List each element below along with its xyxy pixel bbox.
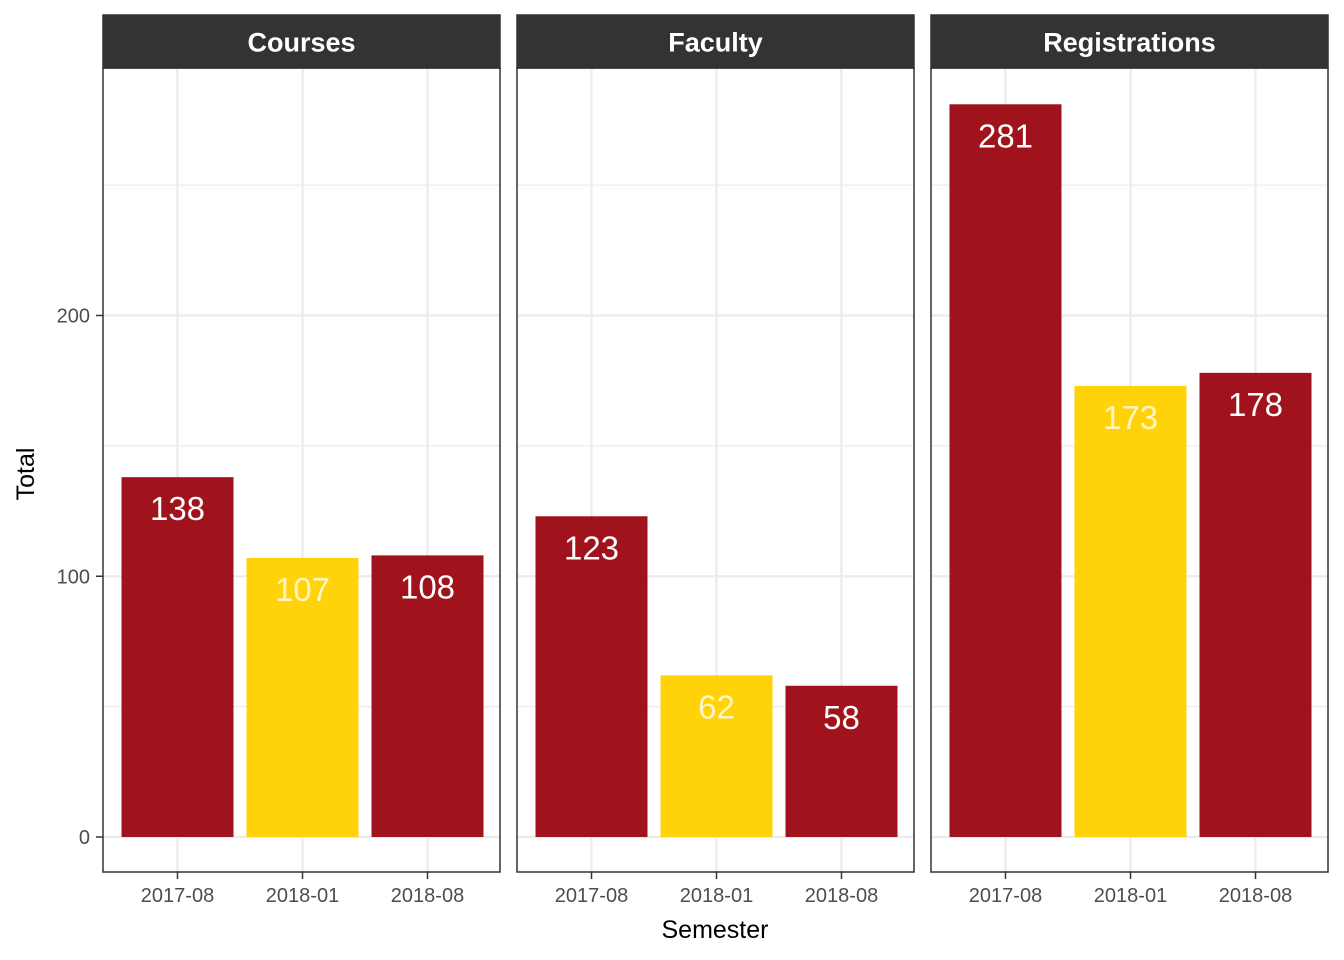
bar-value-label: 123 [564, 529, 619, 566]
x-tick-label: 2018-01 [266, 885, 339, 907]
y-tick-label: 200 [57, 306, 90, 328]
bar-courses-2018-08 [371, 555, 484, 837]
x-tick-label: 2018-08 [1219, 885, 1292, 907]
bar-value-label: 108 [400, 568, 455, 605]
bar-faculty-2018-08 [785, 685, 898, 837]
panel-faculty: 123 62 58 Faculty 2017-08 2018-01 2018-08 [516, 14, 915, 907]
facet-strip-title: Faculty [668, 28, 763, 58]
bar-value-label: 138 [150, 490, 205, 527]
bar-registrations-2017-08 [949, 104, 1062, 838]
x-tick-label: 2017-08 [555, 885, 628, 907]
panel-courses: 138 107 108 Courses 2017-08 2018-01 2018-08 [102, 14, 501, 907]
bar-registrations-2018-01 [1074, 385, 1187, 837]
bar-value-label: 173 [1103, 399, 1158, 436]
x-tick-label: 2017-08 [969, 885, 1042, 907]
x-tick-label: 2018-08 [805, 885, 878, 907]
y-tick-label: 0 [79, 827, 90, 849]
bar-courses-2017-08 [121, 477, 234, 837]
panel-registrations: 281 173 178 Registrations 2017-08 2018-01 2018… [930, 14, 1329, 907]
facet-strip-title: Registrations [1043, 28, 1216, 58]
bar-value-label: 58 [823, 699, 860, 736]
facet-strip [102, 14, 501, 69]
bar-value-label: 281 [978, 117, 1033, 154]
x-tick-label: 2017-08 [141, 885, 214, 907]
x-tick-label: 2018-01 [680, 885, 753, 907]
y-axis: 0 100 200 [57, 306, 103, 849]
bar-registrations-2018-08 [1199, 372, 1312, 837]
bar-value-label: 178 [1228, 386, 1283, 423]
facet-strip-title: Courses [247, 28, 355, 58]
x-axis-title: Semester [662, 916, 769, 944]
bar-courses-2018-01 [246, 557, 359, 837]
x-tick-label: 2018-01 [1094, 885, 1167, 907]
bar-value-label: 62 [698, 688, 735, 725]
facet-strip [930, 14, 1329, 69]
bar-value-label: 107 [275, 571, 330, 608]
bar-faculty-2017-08 [535, 516, 648, 837]
y-axis-title: Total [12, 448, 40, 501]
facet-strip [516, 14, 915, 69]
x-tick-label: 2018-08 [391, 885, 464, 907]
bar-faculty-2018-01 [660, 675, 773, 837]
y-tick-label: 100 [57, 566, 90, 588]
